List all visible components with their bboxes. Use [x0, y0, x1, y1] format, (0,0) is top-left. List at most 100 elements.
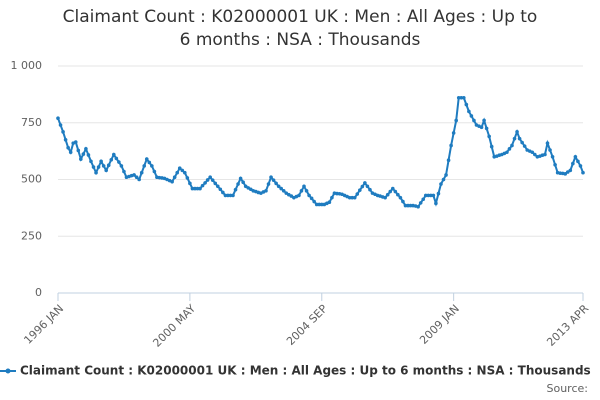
- data-point: [193, 186, 197, 191]
- data-point: [309, 196, 314, 201]
- data-point: [144, 157, 149, 161]
- data-point: [302, 184, 306, 189]
- data-point: [317, 202, 322, 207]
- data-point: [469, 114, 474, 118]
- legend-marker: [5, 368, 11, 374]
- data-point: [106, 163, 111, 167]
- data-point: [58, 123, 63, 127]
- data-point: [484, 126, 489, 131]
- y-tick-label: 0: [35, 286, 42, 299]
- y-tick-label: 1 000: [11, 59, 43, 72]
- data-point: [185, 176, 190, 180]
- data-point: [388, 189, 393, 194]
- data-point: [522, 144, 527, 148]
- data-point: [170, 179, 174, 184]
- data-point: [459, 95, 464, 100]
- data-point: [553, 162, 557, 167]
- data-point: [358, 188, 362, 192]
- data-point: [84, 147, 88, 151]
- x-tick-label: 2009 JAN: [417, 302, 462, 347]
- data-point: [464, 102, 469, 107]
- source: Source:: [547, 382, 589, 395]
- data-point: [297, 193, 301, 198]
- data-point: [581, 170, 585, 175]
- data-point: [241, 180, 245, 185]
- y-tick-label: 500: [21, 173, 42, 186]
- data-point: [431, 193, 436, 198]
- data-point: [213, 181, 218, 186]
- data-point: [451, 131, 456, 135]
- data-point: [101, 164, 106, 168]
- data-point: [68, 150, 73, 155]
- data-point: [548, 148, 552, 152]
- data-point: [456, 95, 461, 100]
- data-point: [576, 159, 580, 164]
- data-point: [434, 201, 438, 206]
- data-point: [63, 137, 68, 142]
- chart-title: Claimant Count : K02000001 UK : Men : Al…: [62, 7, 538, 50]
- data-point: [403, 203, 408, 208]
- data-point: [269, 175, 273, 180]
- data-point: [545, 141, 550, 145]
- data-point: [517, 136, 522, 141]
- data-point: [398, 195, 403, 200]
- y-tick-label: 750: [21, 116, 42, 129]
- data-point: [423, 193, 428, 198]
- data-point: [489, 144, 494, 149]
- data-point: [175, 170, 180, 175]
- data-point: [396, 192, 400, 197]
- data-point: [510, 143, 514, 148]
- data-point: [482, 118, 486, 123]
- data-point: [512, 136, 517, 141]
- data-point: [137, 177, 141, 182]
- data-point: [446, 158, 451, 163]
- data-point: [210, 178, 215, 182]
- data-point: [401, 199, 405, 204]
- data-point: [205, 178, 210, 182]
- data-point: [418, 201, 423, 205]
- data-point: [550, 155, 555, 159]
- data-point: [134, 175, 139, 180]
- data-point: [183, 170, 187, 175]
- data-point: [109, 157, 114, 162]
- data-point: [507, 147, 512, 151]
- data-point: [363, 181, 367, 185]
- data-point: [390, 186, 395, 191]
- data-point: [111, 152, 116, 157]
- data-point: [236, 182, 240, 186]
- data-point: [177, 166, 182, 170]
- data-point: [573, 155, 578, 159]
- data-point: [505, 150, 509, 155]
- data-point: [563, 172, 568, 176]
- data-point: [238, 176, 243, 181]
- data-point: [393, 189, 398, 194]
- data-point: [408, 203, 413, 208]
- data-point: [568, 168, 573, 173]
- data-point: [228, 193, 233, 198]
- data-point: [61, 130, 65, 134]
- data-point: [533, 152, 537, 157]
- data-point: [454, 118, 458, 123]
- data-point: [94, 170, 98, 175]
- data-point: [91, 165, 96, 169]
- data-point: [350, 195, 355, 200]
- data-point: [461, 95, 466, 100]
- data-point: [56, 116, 60, 121]
- data-point: [368, 187, 372, 192]
- data-point: [86, 153, 91, 157]
- x-tick-label: 2013 APR: [544, 302, 591, 349]
- x-tick-label: 1996 JAN: [21, 302, 66, 347]
- data-point: [479, 125, 484, 130]
- data-point: [436, 191, 441, 196]
- data-point: [530, 150, 535, 155]
- data-point: [365, 184, 370, 189]
- data-point: [271, 178, 276, 182]
- data-point: [578, 164, 583, 168]
- data-point: [279, 186, 283, 191]
- data-point: [421, 197, 426, 202]
- data-point: [487, 134, 491, 139]
- data-point: [307, 193, 311, 198]
- data-point: [147, 160, 152, 165]
- data-point: [515, 130, 519, 134]
